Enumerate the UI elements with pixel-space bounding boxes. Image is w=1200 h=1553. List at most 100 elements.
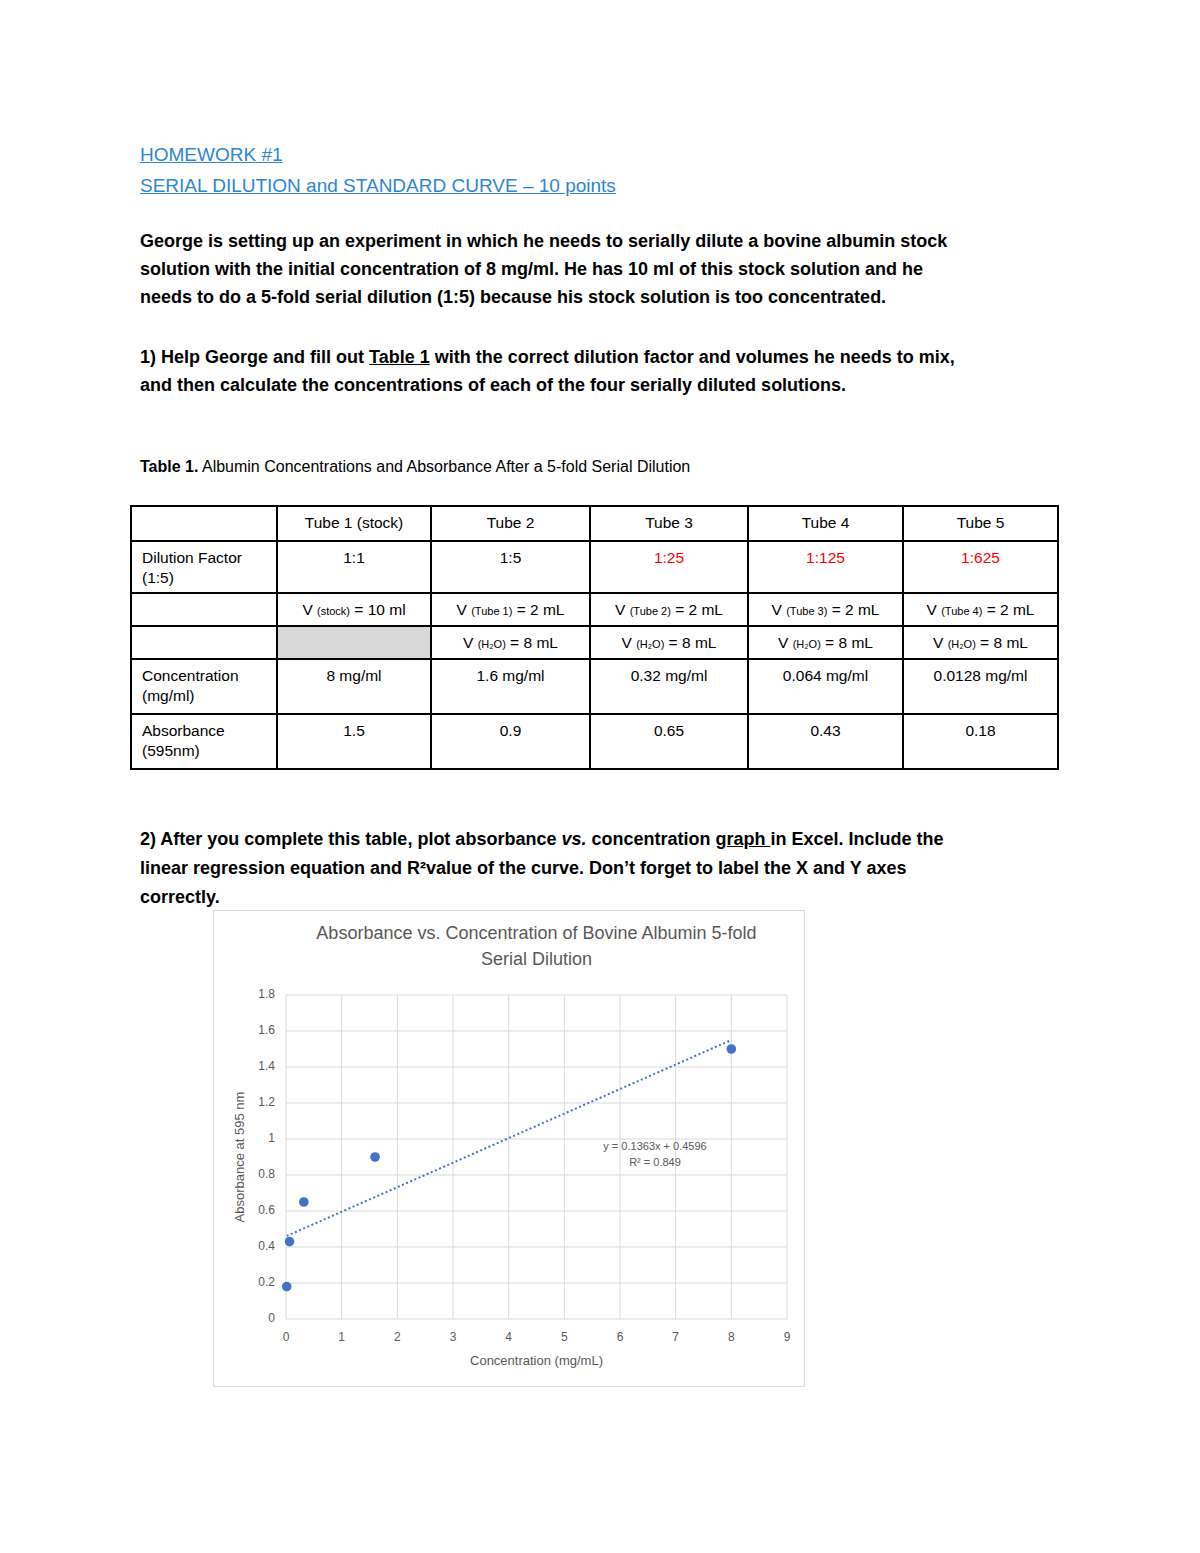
cell-text-part: (Tube 4) xyxy=(941,605,982,617)
y-tick-label: 1.6 xyxy=(258,1023,275,1037)
cell-text-part: = 10 ml xyxy=(350,601,406,618)
cell-text-part: = 2 mL xyxy=(982,601,1034,618)
intro-line: George is setting up an experiment in wh… xyxy=(140,229,947,253)
cell-text: V (H₂O) = 8 mL xyxy=(463,634,558,651)
y-axis-label: Absorbance at 595 nm xyxy=(232,1092,247,1223)
cell-text: 0.18 xyxy=(965,722,995,739)
cell-text: 0.9 xyxy=(500,722,522,739)
text-segment: Table 1 xyxy=(369,347,430,367)
cell-text: 0.0128 mg/ml xyxy=(934,667,1028,684)
cell-text-part: V xyxy=(463,634,478,651)
x-grid-line xyxy=(787,995,788,1319)
x-tick-label: 3 xyxy=(450,1330,457,1344)
y-grid-line xyxy=(286,1319,787,1320)
table-row: V (stock) = 10 mlV (Tube 1) = 2 mLV (Tub… xyxy=(131,593,1058,626)
x-grid-line xyxy=(508,995,509,1319)
cell-text-part: (H₂O) xyxy=(636,638,664,650)
y-grid-line xyxy=(286,1211,787,1212)
cell-text-part: V xyxy=(457,601,472,618)
y-tick-label: 0.4 xyxy=(258,1239,275,1253)
data-point xyxy=(727,1044,737,1054)
y-tick-label: 0.2 xyxy=(258,1275,275,1289)
chart-title: Absorbance vs. Concentration of Bovine A… xyxy=(316,923,756,969)
cell-text: Tube 3 xyxy=(645,514,693,531)
cell-text: V (Tube 2) = 2 mL xyxy=(615,601,723,618)
data-cell: V (H₂O) = 8 mL xyxy=(431,626,590,659)
cell-text: V (Tube 1) = 2 mL xyxy=(457,601,565,618)
cell-text: 0.32 mg/ml xyxy=(631,667,708,684)
data-point xyxy=(282,1282,292,1292)
cell-text-part: = 2 mL xyxy=(827,601,879,618)
y-tick-label: 0.8 xyxy=(258,1167,275,1181)
title-line: Serial Dilution xyxy=(481,949,592,969)
cell-text: Absorbance (595nm) xyxy=(142,722,225,759)
x-grid-line xyxy=(731,995,732,1319)
x-tick-label: 6 xyxy=(617,1330,624,1344)
cell-text-part: = 8 mL xyxy=(506,634,558,651)
y-grid-line xyxy=(286,1031,787,1032)
homework-subtitle: SERIAL DILUTION and STANDARD CURVE – 10 … xyxy=(140,174,616,198)
y-grid-line xyxy=(286,1175,787,1176)
y-tick-label: 1.8 xyxy=(258,987,275,1001)
x-tick-label: 0 xyxy=(283,1330,290,1344)
header-cell: Tube 3 xyxy=(590,506,748,541)
trendline-r-squared: R² = 0.849 xyxy=(629,1156,681,1168)
cell-text: V (Tube 3) = 2 mL xyxy=(772,601,880,618)
table-row: Dilution Factor (1:5)1:11:51:251:1251:62… xyxy=(131,541,1058,593)
text-segment: correctly. xyxy=(140,887,220,907)
trendline-equation: y = 0.1363x + 0.4596 xyxy=(603,1140,706,1152)
data-cell: V (H₂O) = 8 mL xyxy=(590,626,748,659)
data-cell: 1.5 xyxy=(277,714,431,769)
x-grid-line xyxy=(286,995,287,1319)
y-grid-line xyxy=(286,1139,787,1140)
row-label-cell xyxy=(131,593,277,626)
cell-text-part: = 8 mL xyxy=(664,634,716,651)
header-cell xyxy=(131,506,277,541)
trendline xyxy=(287,1040,732,1236)
intro-line: needs to do a 5-fold serial dilution (1:… xyxy=(140,285,886,309)
cell-text-part: (Tube 3) xyxy=(786,605,827,617)
x-grid-line xyxy=(453,995,454,1319)
y-grid-line xyxy=(286,995,787,996)
cell-text: Dilution Factor (1:5) xyxy=(142,549,242,586)
question-2-line: 2) After you complete this table, plot a… xyxy=(140,827,944,851)
data-cell: 1.6 mg/ml xyxy=(431,659,590,714)
data-cell: 0.0128 mg/ml xyxy=(903,659,1058,714)
text-segment: graph xyxy=(715,829,770,849)
text-segment: linear regression equation and R²value o… xyxy=(140,858,907,878)
x-tick-label: 5 xyxy=(561,1330,568,1344)
cell-text-part: = 8 mL xyxy=(976,634,1028,651)
data-cell: 1:25 xyxy=(590,541,748,593)
question-1-line: and then calculate the concentrations of… xyxy=(140,373,846,397)
chart: Absorbance vs. Concentration of Bovine A… xyxy=(213,910,805,1387)
cell-text: 1:1 xyxy=(343,549,365,566)
chart-border xyxy=(214,911,805,1387)
data-cell: V (H₂O) = 8 mL xyxy=(903,626,1058,659)
table-caption: Table 1. Albumin Concentrations and Abso… xyxy=(140,455,690,479)
x-tick-label: 9 xyxy=(784,1330,791,1344)
x-grid-line xyxy=(341,995,342,1319)
table-body: Tube 1 (stock)Tube 2Tube 3Tube 4Tube 5Di… xyxy=(131,506,1058,769)
plot-marks xyxy=(282,1040,736,1291)
cell-text: 1:5 xyxy=(500,549,522,566)
header-cell: Tube 1 (stock) xyxy=(277,506,431,541)
cell-text-part: V xyxy=(622,634,637,651)
text-segment: 1) Help George and fill out xyxy=(140,347,369,367)
text-segment: with the correct dilution factor and vol… xyxy=(430,347,955,367)
cell-text-part: (stock) xyxy=(317,605,350,617)
cell-text: Concentration (mg/ml) xyxy=(142,667,239,704)
cell-text-part: = 2 mL xyxy=(671,601,723,618)
cell-text: 0.064 mg/ml xyxy=(783,667,868,684)
data-cell: V (Tube 4) = 2 mL xyxy=(903,593,1058,626)
y-grid-line xyxy=(286,1247,787,1248)
y-tick-label: 1 xyxy=(268,1131,275,1145)
colgroup xyxy=(131,506,1058,769)
cell-text-part: V xyxy=(615,601,630,618)
text-segment: in Excel. Include the xyxy=(770,829,943,849)
cell-text: 1.5 xyxy=(343,722,365,739)
caption-text: Albumin Concentrations and Absorbance Af… xyxy=(198,458,690,475)
cell-text: 0.43 xyxy=(810,722,840,739)
table-row: V (H₂O) = 8 mLV (H₂O) = 8 mLV (H₂O) = 8 … xyxy=(131,626,1058,659)
cell-text: V (H₂O) = 8 mL xyxy=(622,634,717,651)
header-cell: Tube 4 xyxy=(748,506,903,541)
